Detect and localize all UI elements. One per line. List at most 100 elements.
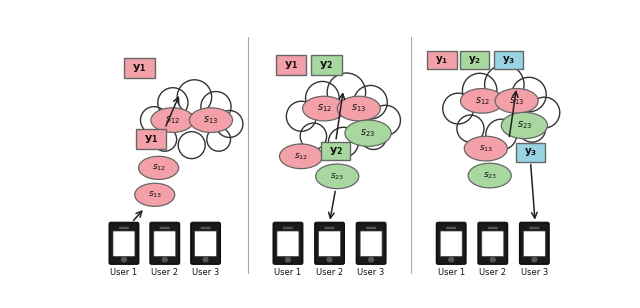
FancyBboxPatch shape: [324, 227, 335, 229]
Text: User 1: User 1: [110, 268, 138, 277]
Ellipse shape: [303, 96, 346, 121]
Text: $\mathit{s_{23}}$: $\mathit{s_{23}}$: [483, 170, 497, 181]
Circle shape: [457, 115, 484, 142]
Circle shape: [177, 80, 212, 114]
FancyBboxPatch shape: [319, 231, 340, 256]
Text: User 2: User 2: [479, 268, 506, 277]
FancyBboxPatch shape: [124, 58, 155, 78]
Ellipse shape: [468, 163, 511, 188]
FancyBboxPatch shape: [478, 222, 508, 264]
Text: User 2: User 2: [316, 268, 343, 277]
FancyBboxPatch shape: [200, 227, 211, 229]
FancyBboxPatch shape: [493, 51, 523, 69]
Ellipse shape: [154, 101, 230, 139]
Text: $\mathbf{y_1}$: $\mathbf{y_1}$: [435, 54, 449, 66]
FancyBboxPatch shape: [273, 222, 303, 264]
Text: $\mathit{s_{12}}$: $\mathit{s_{12}}$: [165, 114, 180, 126]
FancyBboxPatch shape: [524, 231, 545, 256]
FancyBboxPatch shape: [160, 227, 170, 229]
Circle shape: [163, 257, 167, 262]
Circle shape: [328, 127, 358, 157]
Text: $\mathbf{y_3}$: $\mathbf{y_3}$: [502, 54, 515, 66]
FancyBboxPatch shape: [529, 227, 540, 229]
Ellipse shape: [189, 108, 232, 132]
Text: User 1: User 1: [438, 268, 465, 277]
FancyBboxPatch shape: [136, 129, 166, 149]
Text: $\mathit{s_{23}}$: $\mathit{s_{23}}$: [330, 171, 344, 182]
Text: $\mathit{s_{12}}$: $\mathit{s_{12}}$: [474, 95, 490, 107]
FancyBboxPatch shape: [482, 231, 504, 256]
Ellipse shape: [139, 156, 179, 179]
Circle shape: [327, 257, 332, 262]
Circle shape: [286, 101, 316, 131]
FancyBboxPatch shape: [520, 222, 549, 264]
Text: $\mathit{s_{13}}$: $\mathit{s_{13}}$: [479, 143, 493, 154]
Text: User 3: User 3: [358, 268, 385, 277]
Circle shape: [484, 65, 524, 104]
Text: $\mathbf{y_2}$: $\mathbf{y_2}$: [319, 59, 333, 71]
Text: $\mathit{s_{23}}$: $\mathit{s_{23}}$: [360, 127, 376, 139]
Circle shape: [532, 257, 537, 262]
Ellipse shape: [135, 183, 175, 206]
Circle shape: [178, 132, 205, 159]
FancyBboxPatch shape: [311, 55, 342, 75]
Circle shape: [305, 81, 339, 115]
Text: $\mathbf{y_1}$: $\mathbf{y_1}$: [144, 133, 158, 145]
Ellipse shape: [345, 120, 391, 146]
Ellipse shape: [280, 144, 323, 168]
Circle shape: [490, 257, 495, 262]
FancyBboxPatch shape: [283, 227, 293, 229]
Circle shape: [354, 85, 387, 119]
Circle shape: [157, 88, 188, 118]
FancyBboxPatch shape: [276, 55, 307, 75]
Text: $\mathit{s_{23}}$: $\mathit{s_{23}}$: [516, 120, 532, 132]
Circle shape: [300, 123, 326, 149]
Circle shape: [486, 119, 516, 150]
FancyBboxPatch shape: [488, 227, 498, 229]
FancyBboxPatch shape: [446, 227, 456, 229]
Text: $\mathit{s_{12}}$: $\mathit{s_{12}}$: [317, 103, 332, 115]
FancyBboxPatch shape: [360, 231, 382, 256]
FancyBboxPatch shape: [516, 143, 545, 162]
Text: $\mathbf{y_2}$: $\mathbf{y_2}$: [468, 54, 481, 66]
Text: $\mathit{s_{12}}$: $\mathit{s_{12}}$: [152, 163, 166, 173]
FancyBboxPatch shape: [315, 222, 344, 264]
Circle shape: [512, 77, 546, 112]
Ellipse shape: [151, 108, 194, 132]
Circle shape: [443, 93, 474, 124]
Text: $\mathit{s_{13}}$: $\mathit{s_{13}}$: [509, 95, 524, 107]
Circle shape: [207, 128, 230, 151]
FancyBboxPatch shape: [428, 51, 456, 69]
Text: User 3: User 3: [521, 268, 548, 277]
Circle shape: [204, 257, 208, 262]
FancyBboxPatch shape: [356, 222, 386, 264]
FancyBboxPatch shape: [154, 231, 176, 256]
Ellipse shape: [501, 112, 547, 139]
Text: $\mathbf{y_1}$: $\mathbf{y_1}$: [132, 62, 147, 74]
Text: User 3: User 3: [192, 268, 219, 277]
FancyBboxPatch shape: [366, 227, 376, 229]
FancyBboxPatch shape: [436, 222, 466, 264]
Circle shape: [141, 107, 168, 134]
FancyBboxPatch shape: [440, 231, 462, 256]
Circle shape: [529, 97, 560, 128]
Circle shape: [216, 111, 243, 137]
FancyBboxPatch shape: [277, 231, 299, 256]
Circle shape: [327, 73, 365, 111]
Circle shape: [153, 128, 177, 151]
Circle shape: [201, 91, 231, 122]
FancyBboxPatch shape: [109, 222, 139, 264]
Ellipse shape: [316, 164, 359, 188]
Ellipse shape: [301, 96, 385, 136]
Circle shape: [122, 257, 126, 262]
Text: $\mathit{s_{13}}$: $\mathit{s_{13}}$: [148, 189, 162, 200]
Ellipse shape: [495, 88, 538, 113]
FancyBboxPatch shape: [195, 231, 216, 256]
Ellipse shape: [464, 136, 508, 161]
Ellipse shape: [458, 88, 545, 128]
Circle shape: [518, 115, 546, 142]
Circle shape: [371, 105, 401, 135]
FancyBboxPatch shape: [321, 142, 350, 160]
Circle shape: [360, 123, 387, 149]
FancyBboxPatch shape: [150, 222, 179, 264]
